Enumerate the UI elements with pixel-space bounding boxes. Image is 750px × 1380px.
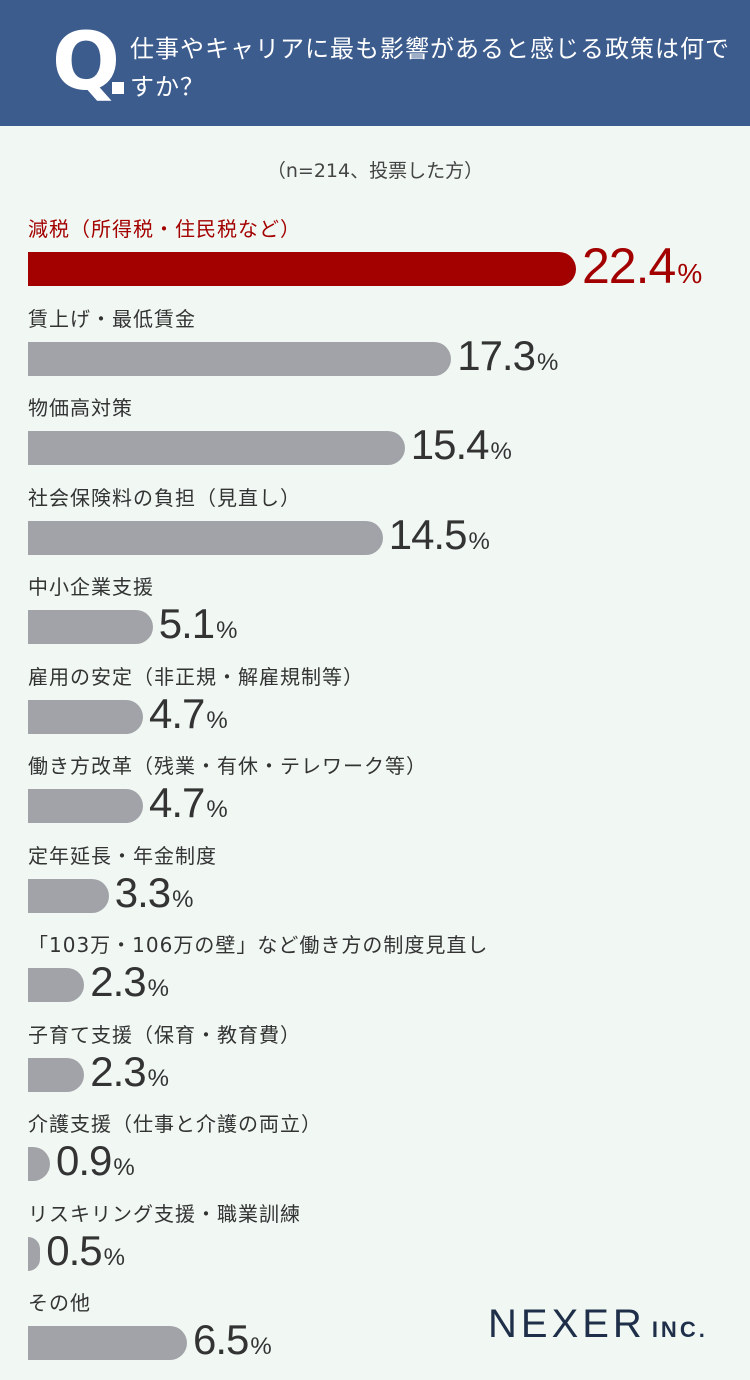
bar-item: リスキリング支援・職業訓練 0.5% (0, 1201, 750, 1291)
value-number: 4.7 (148, 779, 205, 826)
value-number: 6.5 (193, 1316, 249, 1363)
category-label: 介護支援（仕事と介護の両立） (28, 1112, 322, 1136)
category-label: 社会保険料の負担（見直し） (28, 485, 301, 510)
value-number: 15.4 (410, 421, 490, 468)
value-number: 0.9 (56, 1137, 112, 1184)
value-label: 22.4% (582, 241, 703, 303)
sample-note: （n=214、投票した方） (266, 160, 484, 182)
bar-item: 賃上げ・最低賃金 17.3% (0, 306, 750, 396)
bar (28, 878, 109, 913)
bar (28, 431, 405, 465)
category-label: 働き方改革（残業・有休・テレワーク等） (28, 754, 427, 778)
category-label: 定年延長・年金制度 (28, 843, 217, 868)
value-label: 6.5% (193, 1316, 272, 1374)
value-number: 14.5 (388, 510, 468, 558)
value-label: 0.9% (56, 1137, 135, 1195)
bar-item: 物価高対策 15.4% (0, 395, 750, 485)
q-mark: Q (52, 15, 121, 108)
bar (28, 341, 452, 376)
value-unit: % (206, 796, 228, 823)
category-label: 物価高対策 (28, 396, 133, 420)
bar (28, 252, 576, 286)
category-label: 減税（所得税・住民税など） (28, 217, 301, 241)
value-label: 14.5% (389, 511, 490, 569)
bar-item: その他 6.5% (0, 1290, 750, 1380)
bar-item: 減税（所得税・住民税など） 22.4% (0, 216, 750, 306)
category-label: 「103万・106万の壁」など働き方の制度見直し (28, 933, 489, 957)
value-number: 2.3 (90, 1047, 146, 1095)
bar (28, 1147, 51, 1181)
value-label: 0.5% (46, 1227, 125, 1285)
value-unit: % (250, 1333, 272, 1360)
value-label: 15.4% (411, 421, 512, 479)
bar-item: 働き方改革（残業・有休・テレワーク等） 4.7% (0, 753, 750, 843)
value-label: 4.7% (149, 779, 228, 837)
bar (28, 789, 143, 823)
value-label: 4.7% (149, 690, 228, 748)
bar-item: 雇用の安定（非正規・解雇規制等） 4.7% (0, 664, 750, 754)
bar (28, 1326, 188, 1360)
value-number: 17.3 (457, 331, 536, 379)
question-text: 仕事やキャリアに最も影響があると感じる政策は何ですか？ (130, 35, 730, 101)
bar-item: 社会保険料の負担（見直し） 14.5% (0, 485, 750, 575)
value-number: 3.3 (114, 868, 171, 916)
value-unit: % (490, 438, 512, 465)
value-number: 22.4 (582, 238, 676, 294)
category-label: リスキリング支援・職業訓練 (28, 1201, 301, 1226)
bar-item: 子育て支援（保育・教育費） 2.3% (0, 1022, 750, 1112)
value-number: 2.3 (90, 958, 146, 1005)
value-label: 17.3% (457, 332, 558, 390)
bar-item: 「103万・106万の壁」など働き方の制度見直し 2.3% (0, 932, 750, 1022)
value-unit: % (206, 706, 228, 734)
value-unit: % (468, 527, 490, 555)
q-dot-decoration (112, 82, 124, 94)
value-unit: % (536, 348, 559, 376)
bar (28, 1236, 41, 1271)
logo-sub: INC. (651, 1317, 708, 1342)
category-label: 賃上げ・最低賃金 (28, 306, 196, 331)
value-label: 3.3% (115, 869, 194, 927)
value-number: 4.7 (148, 689, 205, 737)
value-number: 5.1 (158, 600, 215, 647)
category-label: 雇用の安定（非正規・解雇規制等） (28, 664, 364, 689)
value-unit: % (147, 975, 169, 1002)
category-label: 子育て支援（保育・教育費） (28, 1022, 301, 1047)
value-label: 2.3% (90, 1048, 169, 1106)
bar (28, 520, 383, 555)
value-unit: % (147, 1064, 169, 1092)
question-header: Q 仕事やキャリアに最も影響があると感じる政策は何ですか？ (0, 0, 750, 126)
bar-item: 定年延長・年金制度 3.3% (0, 843, 750, 933)
bar-item: 中小企業支援 5.1% (0, 574, 750, 664)
value-number: 0.5 (46, 1226, 102, 1274)
category-label: その他 (28, 1291, 91, 1315)
value-label: 2.3% (90, 958, 169, 1016)
value-unit: % (103, 1243, 125, 1271)
value-unit: % (677, 258, 703, 289)
bar (28, 968, 85, 1002)
value-unit: % (113, 1154, 135, 1181)
nexer-logo: NEXER INC. (488, 1302, 708, 1347)
value-label: 5.1% (159, 600, 238, 658)
bar (28, 1057, 85, 1092)
category-label: 中小企業支援 (28, 575, 154, 599)
logo-main: NEXER (488, 1302, 646, 1346)
bar (28, 699, 143, 734)
bar-item: 介護支援（仕事と介護の両立） 0.9% (0, 1111, 750, 1201)
value-unit: % (216, 617, 238, 644)
value-unit: % (172, 885, 194, 913)
bar (28, 610, 153, 644)
